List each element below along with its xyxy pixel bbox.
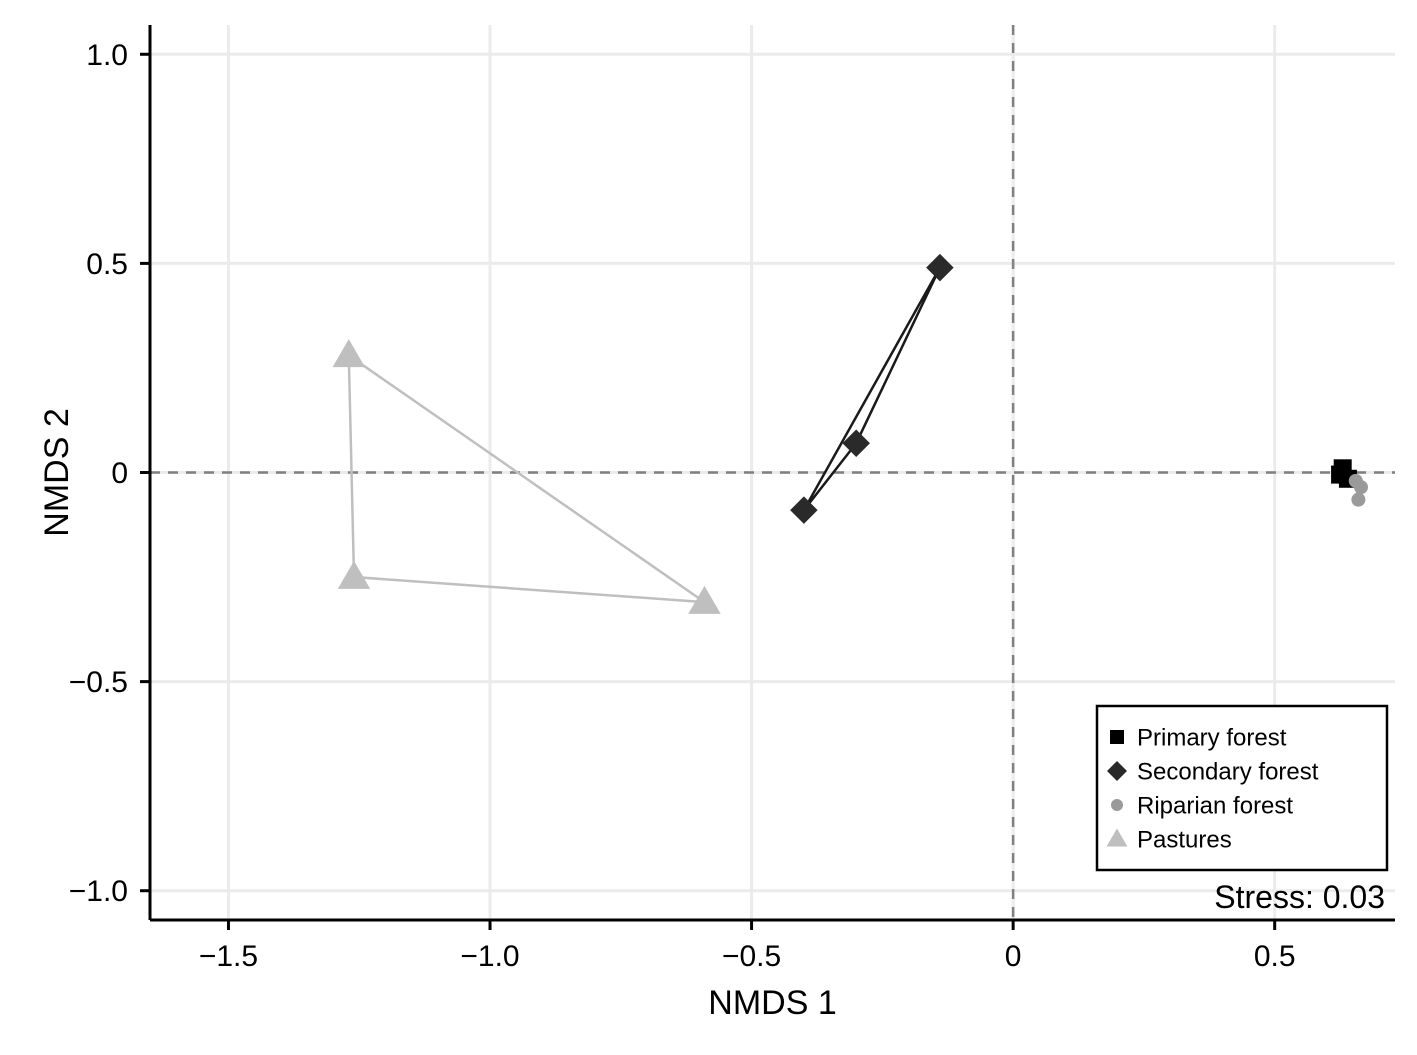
x-tick-label: −1.0: [460, 940, 519, 973]
y-tick-label: −1.0: [69, 875, 128, 908]
nmds-chart: −1.5 −1.0 −0.5 0 0.5 −1.0 −0.5 0 0.5 1.0 NMDS 1 NMD…: [0, 0, 1417, 1055]
y-tick-label: 1.0: [86, 39, 128, 72]
y-axis-label: NMDS 2: [38, 408, 76, 536]
stress-annotation: Stress: 0.03: [1214, 879, 1385, 915]
legend-label: Secondary forest: [1137, 758, 1319, 785]
nmds-chart-svg: −1.5 −1.0 −0.5 0 0.5 −1.0 −0.5 0 0.5 1.0 NMDS 1 NMD…: [0, 0, 1417, 1055]
legend-label: Riparian forest: [1137, 792, 1293, 819]
legend-label: Pastures: [1137, 826, 1232, 853]
x-tick-label: 0: [1005, 940, 1022, 973]
x-tick-label: 0.5: [1254, 940, 1296, 973]
y-tick-label: 0: [111, 457, 128, 490]
y-tick-label: 0.5: [86, 248, 128, 281]
x-tick-label: −0.5: [722, 940, 781, 973]
y-tick-label: −0.5: [69, 666, 128, 699]
legend-label: Primary forest: [1137, 724, 1287, 751]
x-axis-label: NMDS 1: [708, 984, 836, 1022]
x-tick-label: −1.5: [199, 940, 258, 973]
